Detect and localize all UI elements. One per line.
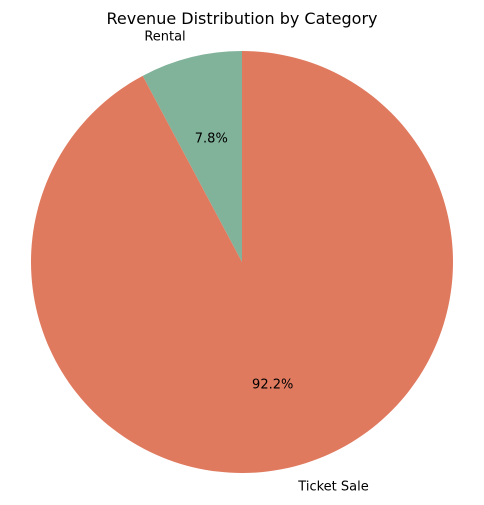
pie-slice-ticket-sale <box>31 51 454 474</box>
pie-slice-rental <box>142 51 242 262</box>
category-label-ticket-sale: Ticket Sale <box>297 480 368 495</box>
percent-label-rental: 7.8% <box>195 132 228 147</box>
chart-title: Revenue Distribution by Category <box>107 9 378 28</box>
pie-slices <box>31 51 454 474</box>
pie-labels: Rental 7.8% Ticket Sale 92.2% <box>144 29 368 494</box>
category-label-rental: Rental <box>144 29 185 44</box>
percent-label-ticket-sale: 92.2% <box>252 377 293 392</box>
